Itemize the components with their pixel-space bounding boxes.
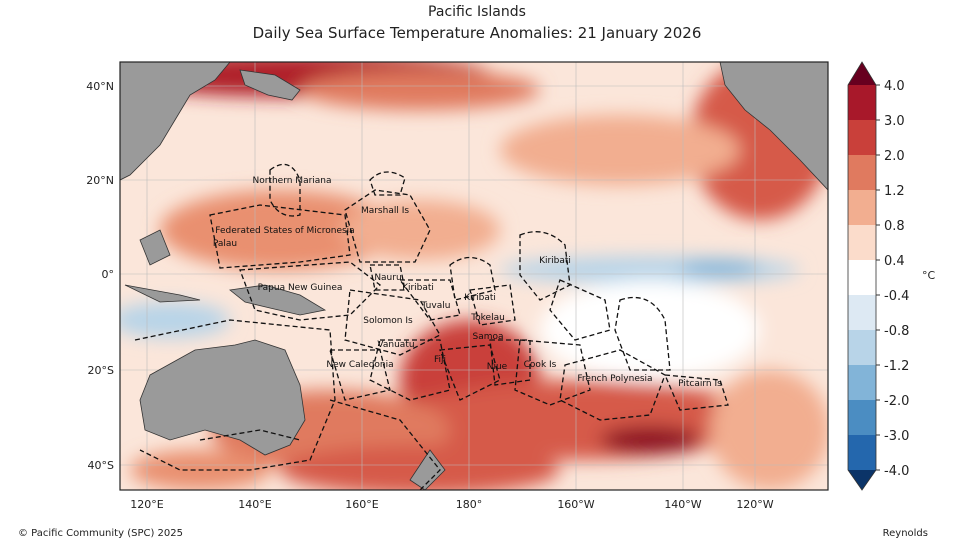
region-label: Kiribati — [539, 256, 571, 266]
region-label: Northern Mariana — [252, 176, 331, 186]
region-label: Cook Is — [524, 360, 557, 370]
region-label: Nauru — [374, 273, 401, 283]
title: Pacific Islands — [428, 4, 526, 20]
lon-label: 140°E — [238, 498, 271, 511]
colorbar: 4.0 3.0 2.0 1.2 0.8 0.4 -0.4 -0.8 -1.2 -2.0 -3.0 -4… — [847, 61, 936, 491]
region-label: Niue — [487, 362, 508, 372]
region-label: Vanuatu — [377, 340, 414, 350]
colorbar-tick-label: -1.2 — [884, 359, 909, 374]
region-label: Solomon Is — [363, 316, 413, 326]
colorbar-segment — [848, 155, 876, 190]
lon-label: 180° — [456, 498, 483, 511]
region-label: Kiribati — [402, 283, 434, 293]
axis-labels: 40°N 20°N 0° 20°S 40°S 120°E 140°E 160°E 180° 160… — [86, 80, 774, 511]
colorbar-tick-label: 0.8 — [884, 219, 905, 234]
lon-label: 160°W — [557, 498, 594, 511]
colorbar-segment — [848, 120, 876, 155]
colorbar-segment — [848, 260, 876, 295]
region-label: Kiribati — [464, 293, 496, 303]
lat-label: 0° — [102, 268, 115, 281]
map-frame — [119, 61, 829, 491]
colorbar-triangle — [848, 62, 876, 85]
lon-label: 120°W — [736, 498, 773, 511]
colorbar-segment — [848, 85, 876, 120]
colorbar-triangle — [848, 470, 876, 490]
lat-label: 40°S — [88, 459, 114, 472]
source: Reynolds — [883, 528, 928, 539]
lat-label: 20°N — [86, 174, 114, 187]
region-label: Pitcairn Is — [678, 379, 722, 389]
colorbar-tick-label: -3.0 — [884, 429, 909, 444]
map: Northern Mariana Federated States of Micr… — [120, 62, 828, 490]
colorbar-segment — [848, 190, 876, 225]
lat-label: 40°N — [86, 80, 114, 93]
colorbar-segment — [848, 330, 876, 365]
lon-label: 120°E — [130, 498, 163, 511]
colorbar-unit: °C — [922, 269, 936, 282]
region-label: Palau — [213, 239, 237, 249]
colorbar-tick-label: 0.4 — [884, 254, 905, 269]
region-label: Fiji — [434, 355, 446, 365]
colorbar-segment — [848, 295, 876, 330]
credit: © Pacific Community (SPC) 2025 — [18, 528, 183, 539]
region-labels: Northern Mariana Federated States of Micr… — [213, 176, 722, 389]
land — [120, 62, 828, 490]
colorbar-tick-label: 3.0 — [884, 114, 905, 129]
colorbar-tick-label: -0.4 — [884, 289, 909, 304]
colorbar-tick-label: -2.0 — [884, 394, 909, 409]
lat-label: 20°S — [88, 364, 114, 377]
eez-boundaries — [134, 163, 729, 490]
lon-label: 140°W — [664, 498, 701, 511]
colorbar-segment — [848, 365, 876, 400]
colorbar-segment — [848, 225, 876, 260]
region-label: Papua New Guinea — [258, 283, 343, 293]
colorbar-tick-label: 1.2 — [884, 184, 905, 199]
colorbar-tick-label: -4.0 — [884, 464, 909, 479]
region-label: Tuvalu — [421, 301, 451, 311]
colorbar-segment — [848, 400, 876, 435]
colorbar-tick-label: 4.0 — [884, 79, 905, 94]
lon-label: 160°E — [345, 498, 378, 511]
region-label: Marshall Is — [361, 206, 409, 216]
region-label: French Polynesia — [577, 374, 652, 384]
colorbar-tick-label: 2.0 — [884, 149, 905, 164]
subtitle: Daily Sea Surface Temperature Anomalies:… — [253, 24, 702, 42]
colorbar-segment — [848, 435, 876, 470]
region-label: Tokelau — [470, 313, 505, 323]
colorbar-tick-label: -0.8 — [884, 324, 909, 339]
region-label: Samoa — [472, 332, 503, 342]
anomaly-field — [120, 62, 828, 490]
region-label: Federated States of Micronesia — [215, 226, 354, 236]
region-label: New Caledonia — [326, 360, 393, 370]
